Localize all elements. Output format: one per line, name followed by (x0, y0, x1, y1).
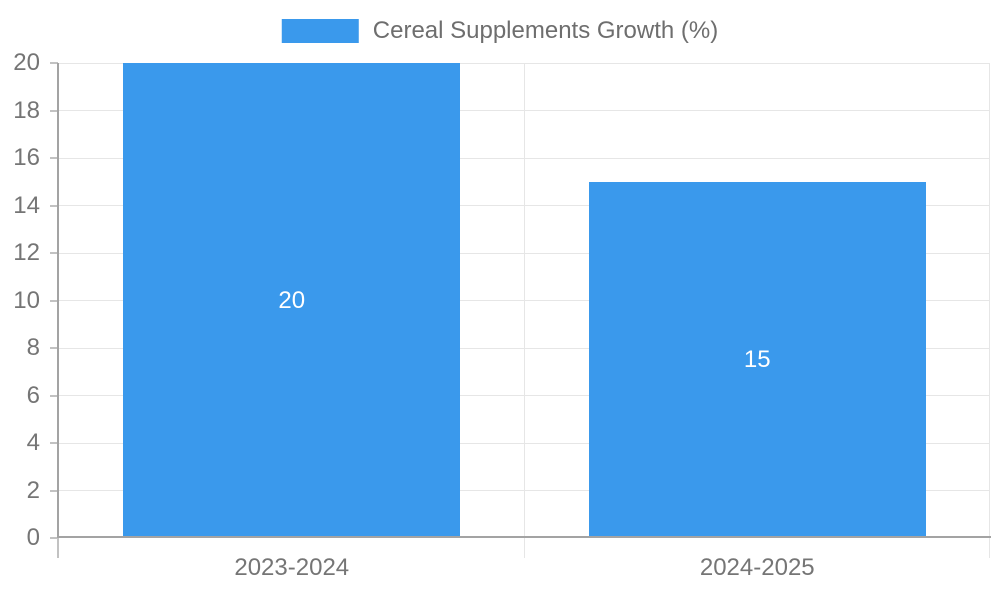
y-axis-label: 10 (13, 286, 40, 314)
bar-2023-2024[interactable] (123, 63, 461, 538)
y-axis-tick (50, 252, 58, 254)
y-axis-tick (50, 299, 58, 302)
y-axis-label: 18 (13, 96, 40, 124)
y-axis-tick (50, 537, 58, 539)
y-axis-label: 20 (13, 49, 40, 76)
category-separator (989, 63, 990, 558)
y-axis-label: 0 (26, 524, 40, 551)
y-axis-label: 4 (26, 429, 40, 456)
x-axis-baseline (58, 536, 991, 538)
bar-value-label: 15 (743, 345, 771, 373)
y-axis-tick (50, 157, 58, 159)
y-axis-tick (50, 204, 58, 207)
category-separator (524, 63, 525, 558)
y-axis-line (57, 63, 59, 538)
bar-2024-2025[interactable] (588, 181, 926, 538)
chart-legend: Cereal Supplements Growth (%) (281, 17, 719, 45)
y-axis-label: 12 (13, 239, 40, 266)
x-axis-label: 2023-2024 (234, 554, 350, 581)
y-axis-label: 16 (13, 144, 40, 171)
plot-area: 0 2 4 6 8 10 12 14 16 18 20 20 2023-2024 15 2024-2025 (13, 51, 991, 581)
x-axis-label: 2024-2025 (699, 554, 815, 581)
y-axis-label: 2 (26, 476, 40, 504)
y-axis-tick (50, 109, 58, 112)
y-axis-label: 14 (13, 191, 40, 219)
y-axis-label: 6 (26, 381, 40, 409)
y-axis-tick (50, 394, 58, 397)
legend-label: Cereal Supplements Growth (%) (372, 17, 719, 44)
y-axis-tick (50, 489, 58, 492)
legend-swatch-icon (281, 19, 359, 43)
y-axis-label: 8 (26, 334, 40, 361)
y-axis-tick (50, 442, 58, 444)
y-axis-tick (50, 347, 58, 349)
bar-value-label: 20 (278, 286, 306, 314)
y-axis-tick (50, 62, 58, 64)
x-axis-origin-tick (57, 538, 59, 558)
